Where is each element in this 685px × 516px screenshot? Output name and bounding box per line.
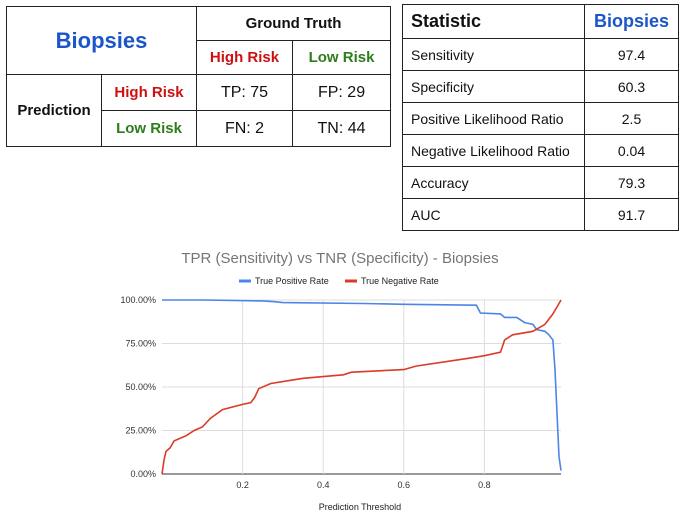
- y-tick-label: 25.00%: [125, 426, 156, 436]
- stat-label: AUC: [402, 198, 585, 231]
- x-axis-label: Prediction Threshold: [319, 502, 401, 512]
- statistics-table: Statistic Biopsies Sensitivity 97.4 Spec…: [402, 4, 679, 231]
- matrix-title: Biopsies: [5, 6, 198, 75]
- confusion-matrix-table: Biopsies Ground Truth High Risk Low Risk…: [5, 6, 392, 147]
- x-tick-label: 0.8: [478, 480, 491, 490]
- x-tick-label: 0.6: [398, 480, 411, 490]
- gt-low-risk-label: Low Risk: [292, 40, 392, 75]
- stat-label: Accuracy: [402, 166, 585, 199]
- chart-title: TPR (Sensitivity) vs TNR (Specificity) -…: [181, 250, 498, 267]
- prediction-header: Prediction: [6, 74, 102, 147]
- stat-label: Negative Likelihood Ratio: [402, 134, 585, 167]
- tpr-tnr-line-chart: TPR (Sensitivity) vs TNR (Specificity) -…: [120, 250, 562, 512]
- ground-truth-header: Ground Truth: [196, 6, 392, 41]
- tpr-series-line: [162, 299, 562, 471]
- stat-value: 0.04: [584, 134, 679, 167]
- stat-value: 97.4: [584, 38, 679, 71]
- statistic-header: Statistic: [402, 4, 585, 39]
- stat-label: Specificity: [402, 70, 585, 103]
- gt-high-risk-label: High Risk: [196, 40, 294, 75]
- stat-label: Sensitivity: [402, 38, 585, 71]
- pred-high-risk-label: High Risk: [100, 74, 198, 111]
- chart-legend: True Positive Rate True Negative Rate: [239, 276, 439, 286]
- stat-value: 79.3: [584, 166, 679, 199]
- tnr-series-line: [161, 299, 562, 475]
- pred-low-risk-label: Low Risk: [100, 110, 198, 147]
- legend-label-tpr: True Positive Rate: [255, 276, 329, 286]
- true-positive-cell: TP: 75: [196, 74, 294, 111]
- y-tick-label: 75.00%: [125, 339, 156, 349]
- y-tick-label: 50.00%: [125, 382, 156, 392]
- stat-value: 2.5: [584, 102, 679, 135]
- false-positive-cell: FP: 29: [292, 74, 392, 111]
- stat-value: 60.3: [584, 70, 679, 103]
- true-negative-cell: TN: 44: [292, 110, 392, 147]
- y-tick-label: 100.00%: [120, 295, 156, 305]
- false-negative-cell: FN: 2: [196, 110, 294, 147]
- x-tick-label: 0.2: [236, 480, 249, 490]
- stat-label: Positive Likelihood Ratio: [402, 102, 585, 135]
- biopsies-header: Biopsies: [584, 4, 679, 39]
- legend-label-tnr: True Negative Rate: [361, 276, 439, 286]
- y-tick-label: 0.00%: [130, 469, 156, 479]
- plot-area: 0.00% 25.00% 50.00% 75.00% 100.00% 0.2 0.4 0.6 0…: [120, 295, 562, 490]
- stat-value: 91.7: [584, 198, 679, 231]
- x-tick-label: 0.4: [317, 480, 330, 490]
